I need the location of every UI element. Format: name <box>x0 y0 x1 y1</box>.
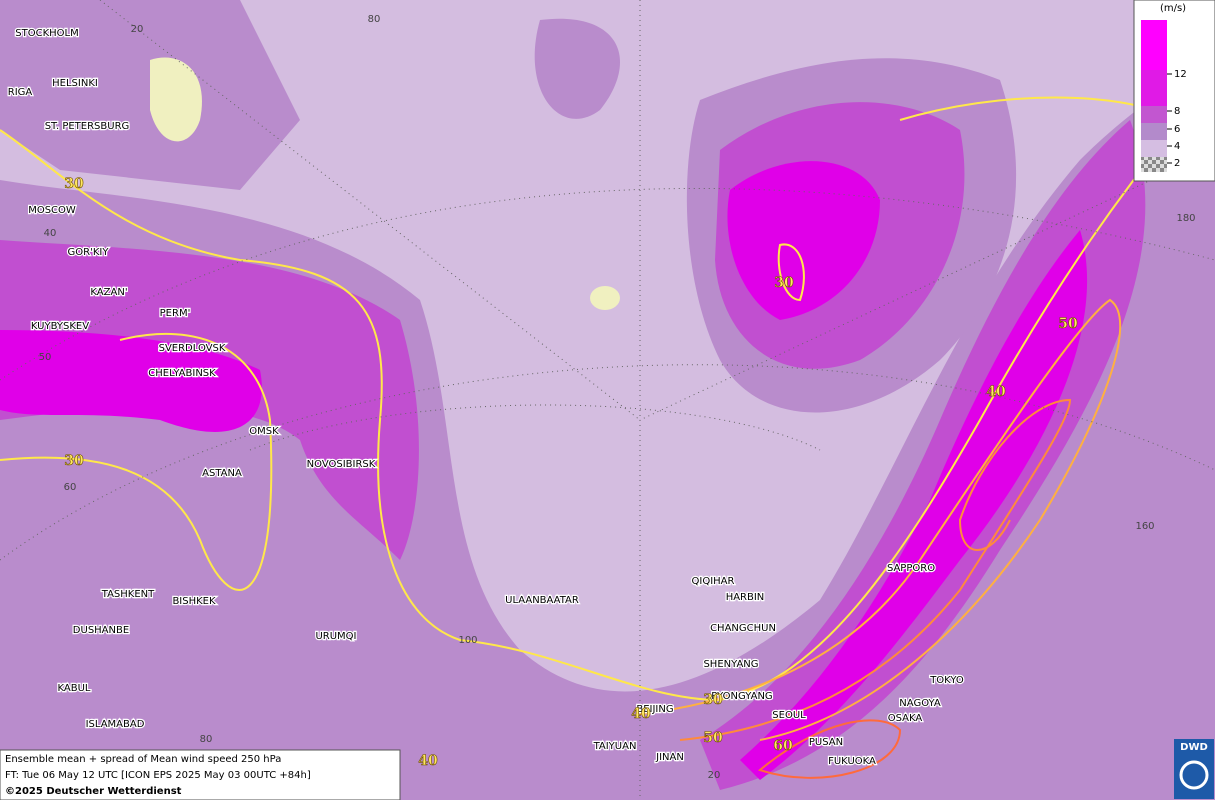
city-label: BEIJING <box>636 704 673 715</box>
city-label: URUMQI <box>315 631 356 642</box>
city-label: GOR'KIY <box>68 247 110 258</box>
contour-label: 40 <box>631 706 651 722</box>
city-label: PUSAN <box>809 737 843 748</box>
logo: DWD <box>1180 742 1208 753</box>
logo-swirl <box>1179 760 1209 790</box>
city-label: QIQIHAR <box>692 576 735 587</box>
city-label: BISHKEK <box>172 596 216 607</box>
city-label: KABUL <box>58 683 91 694</box>
grid-label: 40 <box>44 228 57 239</box>
city-label: SAPPORO <box>887 563 935 574</box>
legend-unit: (m/s) <box>1160 3 1186 14</box>
contour-label: 30 <box>703 692 723 708</box>
city-label: STOCKHOLM <box>15 28 78 39</box>
grid-label: 180 <box>1176 213 1195 224</box>
city-label: MOSCOW <box>28 205 76 216</box>
city-label: HELSINKI <box>52 78 98 89</box>
city-label: OSAKA <box>888 713 923 724</box>
grid-label: 50 <box>39 352 52 363</box>
city-label: CHELYABINSK <box>148 368 216 379</box>
legend-tick-label: 12 <box>1174 69 1187 80</box>
legend-tick-label: 8 <box>1174 106 1180 117</box>
grid-label: 20 <box>708 770 721 781</box>
contour-label: 40 <box>986 384 1006 400</box>
city-label: TAIYUAN <box>593 741 637 752</box>
city-label: HARBIN <box>726 592 765 603</box>
city-label: ISLAMABAD <box>86 719 145 730</box>
copyright: ©2025 Deutscher Wetterdienst <box>5 786 182 797</box>
city-label: SVERDLOVSK <box>159 343 226 354</box>
grid-label: 20 <box>131 24 144 35</box>
city-label: NOVOSIBIRSK <box>307 459 376 470</box>
footer-line: Ensemble mean + spread of Mean wind spee… <box>5 754 281 765</box>
contour-label: 60 <box>773 738 793 754</box>
grid-label: 100 <box>458 635 477 646</box>
grid-label: 60 <box>64 482 77 493</box>
contour-label: 30 <box>64 453 84 469</box>
footer-line: FT: Tue 06 May 12 UTC [ICON EPS 2025 May… <box>5 770 311 781</box>
legend-tick-label: 2 <box>1174 158 1180 169</box>
legend-tick-label: 6 <box>1174 124 1180 135</box>
legend-tick-label: 4 <box>1174 141 1180 152</box>
grid-label: 80 <box>200 734 213 745</box>
city-label: JINAN <box>655 752 684 763</box>
city-label: ST. PETERSBURG <box>45 121 130 132</box>
grid-label: 160 <box>1135 521 1154 532</box>
grid-label: 80 <box>368 14 381 25</box>
city-label: ULAANBAATAR <box>505 595 579 606</box>
city-label: CHANGCHUN <box>710 623 776 634</box>
city-label: PYONGYANG <box>711 691 772 702</box>
city-label: OMSK <box>249 426 279 437</box>
city-label: KAZAN' <box>90 287 127 298</box>
city-label: PERM' <box>160 308 191 319</box>
contour-label: 50 <box>703 730 723 746</box>
legend-bar <box>1141 20 1167 172</box>
contour-label: 30 <box>64 176 84 192</box>
city-label: TASHKENT <box>101 589 155 600</box>
city-label: TOKYO <box>929 675 964 686</box>
contour-label: 50 <box>1058 316 1078 332</box>
city-label: SHENYANG <box>703 659 758 670</box>
city-label: ASTANA <box>202 468 242 479</box>
city-label: DUSHANBE <box>73 625 129 636</box>
contour-label: 40 <box>418 753 438 769</box>
city-label: FUKUOKA <box>828 756 876 767</box>
city-label: KUYBYSKEV <box>31 321 89 332</box>
city-label: NAGOYA <box>899 698 941 709</box>
contour-label: 30 <box>774 275 794 291</box>
city-label: SEOUL <box>772 710 806 721</box>
city-label: RIGA <box>8 87 33 98</box>
